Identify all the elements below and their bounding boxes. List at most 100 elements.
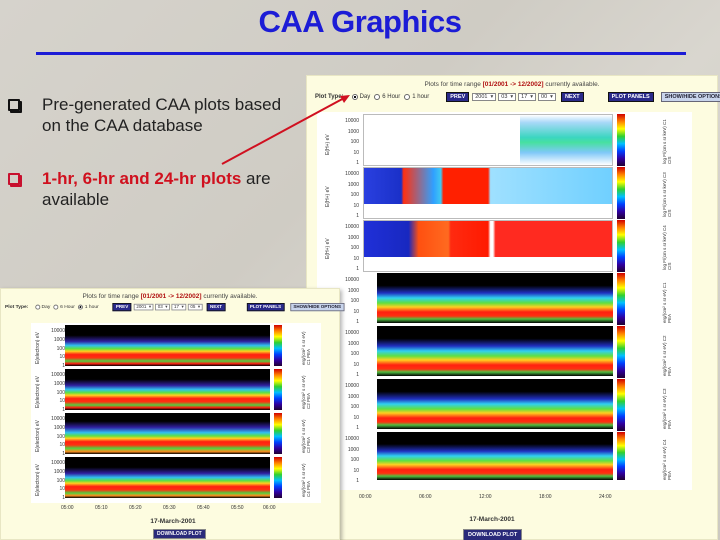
colorbar-label: erg/(cm² s sr eV) C2 PEA	[301, 375, 311, 409]
hour-plot-panel: Plots for time range [01/2001 -> 12/2002…	[0, 288, 345, 540]
chevron-down-icon: ▾	[181, 304, 184, 310]
day-select[interactable]: 17 ▾	[518, 93, 537, 101]
year-select[interactable]: 2001 ▾	[472, 93, 497, 101]
chevron-down-icon: ▾	[165, 304, 168, 310]
plot-date: 17-March-2001	[150, 518, 196, 525]
y-axis-ticks: 10000 1000 100 10 1	[345, 118, 359, 166]
x-tick: 05:00	[61, 505, 74, 511]
bullet-text: 1-hr, 6-hr and 24-hr plots are available	[42, 168, 302, 210]
x-tick: 05:40	[197, 505, 210, 511]
spectrogram-strip-h-c3	[363, 167, 613, 219]
spectrogram-strip-e-c3	[65, 413, 270, 454]
radio-1-hour[interactable]: 1 hour	[78, 304, 99, 310]
chevron-down-icon: ▾	[550, 94, 553, 100]
chevron-down-icon: ▾	[530, 94, 534, 100]
radio-1-hour[interactable]: 1 hour	[404, 94, 429, 100]
colorbar-label: erg/(cm² s sr eV) C3 PEA	[662, 388, 672, 429]
x-tick: 05:10	[95, 505, 108, 511]
download-plot-button[interactable]: DOWNLOAD PLOT	[153, 529, 206, 539]
y-axis-label: E(H+) eV	[325, 186, 331, 208]
x-tick: 05:20	[129, 505, 142, 511]
colorbar	[617, 220, 625, 272]
colorbar-label: log F/(cm s sr keV) C1 CIS	[662, 119, 672, 164]
title-divider	[36, 52, 686, 55]
plot-panels-button[interactable]: PLOT PANELS	[246, 303, 285, 312]
colorbar-label: erg/(cm² s sr eV) C1 PEA	[662, 282, 672, 323]
colorbar-label: erg/(cm² s sr eV) C1 PEA	[301, 331, 311, 365]
plot-controls: Plot Type: Day 6 Hour 1 hour PREV 2001 ▾ …	[5, 303, 345, 312]
spectrogram-strip-e-c1	[65, 325, 270, 366]
colorbar-label: log F/(cm s sr keV) C4 CIS	[662, 225, 672, 270]
plot-date: 17-March-2001	[469, 516, 515, 523]
bullet-highlight: 1-hr, 6-hr and 24-hr plots	[42, 169, 242, 188]
month-select[interactable]: 03 ▾	[498, 93, 517, 101]
plot-panels-button[interactable]: PLOT PANELS	[607, 92, 654, 102]
colorbar	[617, 273, 625, 325]
radio-6-hour[interactable]: 6 Hour	[374, 94, 400, 100]
radio-day[interactable]: Day	[34, 304, 50, 310]
prev-button[interactable]: PREV	[446, 92, 470, 102]
month-select[interactable]: 03 ▾	[155, 303, 170, 311]
bullet-item-1: Pre-generated CAA plots based on the CAA…	[8, 94, 302, 136]
spectrogram-strip-h-c1	[363, 114, 613, 166]
day-plot-panel: Plots for time range [01/2001 -> 12/2002…	[306, 75, 720, 540]
checkbox-bullet-icon	[8, 173, 20, 185]
radio-day[interactable]: Day	[351, 94, 370, 100]
colorbar	[617, 326, 625, 378]
x-tick: 05:30	[163, 505, 176, 511]
next-button[interactable]: NEXT	[206, 303, 226, 312]
spectrogram-strip-e-c2	[65, 369, 270, 410]
bullet-item-2: 1-hr, 6-hr and 24-hr plots are available	[8, 168, 302, 210]
spectrogram-strip-e-c1	[377, 273, 613, 323]
day-select[interactable]: 17 ▾	[171, 303, 187, 311]
spectrogram-strip-e-c3	[377, 379, 613, 429]
next-button[interactable]: NEXT	[560, 92, 584, 102]
colorbar-label: log F/(cm s sr keV) C3 CIS	[662, 172, 672, 217]
colorbar	[274, 413, 282, 454]
x-tick: 00:00	[359, 494, 372, 500]
x-tick: 06:00	[419, 494, 432, 500]
availability-text: Plots for time range [01/2001 -> 12/2002…	[424, 81, 600, 88]
show-hide-options-button[interactable]: SHOW/HIDE OPTIONS	[290, 303, 345, 312]
plot-controls: Plot Type: Day 6 Hour 1 hour PREV 2001 ▾ …	[315, 92, 720, 102]
colorbar-label: erg/(cm² s sr eV) C4 PEA	[662, 439, 672, 480]
download-plot-button[interactable]: DOWNLOAD PLOT	[463, 529, 523, 540]
checkbox-bullet-icon	[8, 99, 20, 111]
spectrogram-strip-e-c4	[377, 432, 613, 480]
colorbar-label: erg/(cm² s sr eV) C4 PEA	[301, 463, 311, 497]
show-hide-options-button[interactable]: SHOW/HIDE OPTIONS	[660, 92, 720, 102]
colorbar	[617, 379, 625, 431]
colorbar-label: erg/(cm² s sr eV) C3 PEA	[301, 419, 311, 453]
radio-6-hour[interactable]: 6 Hour	[53, 304, 75, 310]
x-tick: 06:00	[263, 505, 276, 511]
x-tick: 12:00	[479, 494, 492, 500]
colorbar	[274, 457, 282, 498]
x-tick: 24:00	[599, 494, 612, 500]
spectrogram-strip-e-c2	[377, 326, 613, 376]
spectrogram-figure: E(H+) eV 10000 1000 100 10 1 E(H+) eV 10000 1…	[317, 112, 692, 490]
colorbar	[274, 325, 282, 366]
plot-type-label: Plot Type:	[315, 94, 344, 100]
availability-text: Plots for time range [01/2001 -> 12/2002…	[82, 293, 258, 300]
prev-button[interactable]: PREV	[112, 303, 132, 312]
y-axis-label: E(H+) eV	[325, 134, 331, 156]
chevron-down-icon: ▾	[197, 304, 201, 310]
colorbar	[274, 369, 282, 410]
bullet-text: Pre-generated CAA plots based on the CAA…	[42, 95, 282, 135]
spectrogram-figure: E(electron) eV 10000 1000 100 10 1 E(electro…	[31, 323, 321, 503]
spectrogram-strip-h-c4	[363, 220, 613, 272]
chevron-down-icon: ▾	[510, 94, 514, 100]
x-tick: 18:00	[539, 494, 552, 500]
colorbar-label: erg/(cm² s sr eV) C2 PEA	[662, 335, 672, 376]
colorbar	[617, 114, 625, 166]
hour-select[interactable]: 00 ▾	[538, 93, 556, 101]
slide-title: CAA Graphics	[258, 4, 462, 39]
chevron-down-icon: ▾	[490, 94, 494, 100]
spectrogram-strip-e-c4	[65, 457, 270, 498]
x-tick: 05:50	[231, 505, 244, 511]
plot-type-label: Plot Type:	[5, 304, 29, 310]
y-axis-label: E(H+) eV	[325, 238, 331, 260]
bullet-rest: are available	[42, 169, 271, 209]
year-select[interactable]: 2001 ▾	[133, 303, 154, 311]
hour-select[interactable]: 05 ▾	[187, 303, 203, 311]
